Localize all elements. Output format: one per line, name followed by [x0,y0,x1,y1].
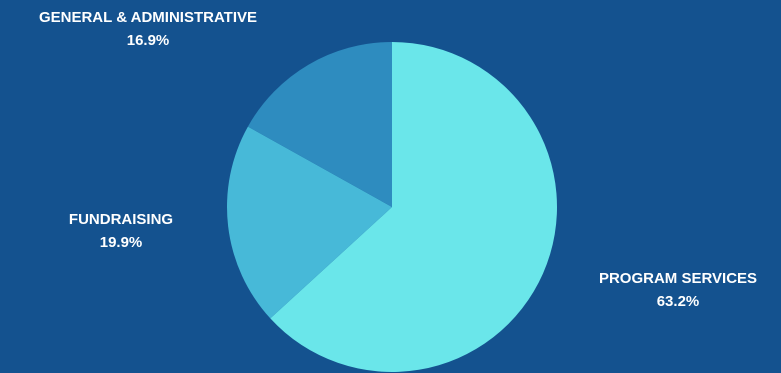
label-name: GENERAL & ADMINISTRATIVE [38,9,258,26]
label-name: FUNDRAISING [68,211,174,228]
pie-slice-general-administrative [247,42,392,207]
pie-slice-program-services [270,42,558,372]
pie-slice-fundraising [226,126,392,319]
label-fundraising: FUNDRAISING 19.9% [69,208,173,254]
label-percent: 16.9% [126,32,170,49]
label-name: PROGRAM SERVICES [598,270,758,287]
label-program-services: PROGRAM SERVICES 63.2% [599,267,757,313]
label-percent: 63.2% [656,293,700,310]
label-general-administrative: GENERAL & ADMINISTRATIVE 16.9% [39,6,257,52]
label-percent: 19.9% [99,234,143,251]
